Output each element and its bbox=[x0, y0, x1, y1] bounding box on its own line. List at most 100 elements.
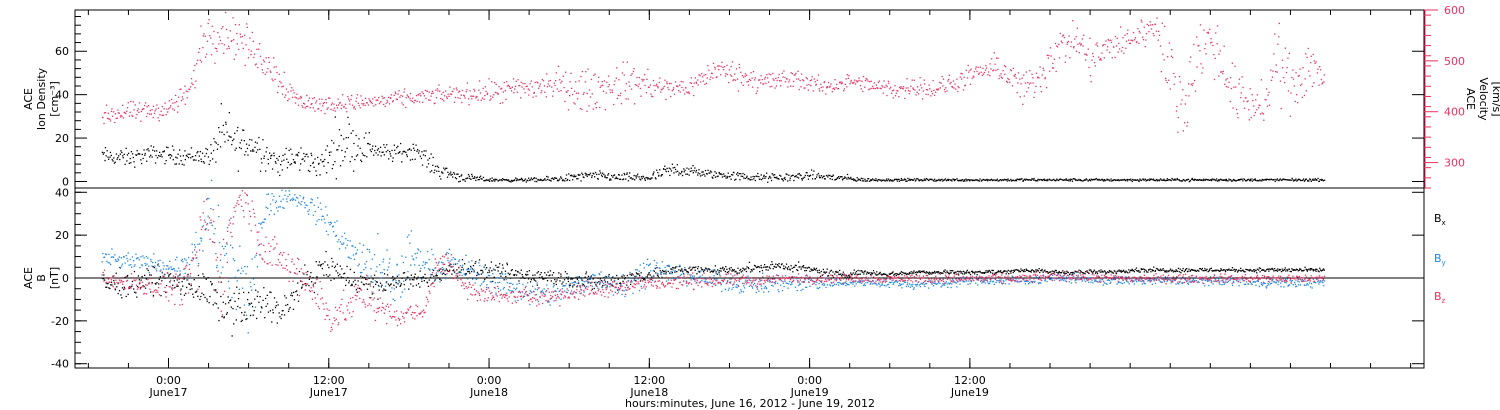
ion-density-point bbox=[864, 178, 866, 180]
bx-point bbox=[840, 273, 842, 275]
ion-density-point bbox=[880, 180, 883, 182]
velocity-point bbox=[1303, 94, 1306, 97]
bx-point bbox=[1112, 272, 1115, 274]
velocity-point bbox=[1125, 47, 1127, 49]
by-point bbox=[250, 286, 252, 288]
bx-point bbox=[358, 287, 360, 289]
bx-point bbox=[472, 265, 475, 267]
bx-point bbox=[1295, 269, 1297, 271]
ion-density-point bbox=[1069, 180, 1071, 182]
velocity-point bbox=[1139, 32, 1141, 34]
velocity-point bbox=[809, 80, 811, 82]
bx-point bbox=[913, 272, 915, 274]
velocity-point bbox=[543, 85, 546, 87]
velocity-point bbox=[991, 58, 993, 60]
bx-point bbox=[1272, 268, 1274, 271]
bx-point bbox=[626, 274, 628, 277]
bx-point bbox=[707, 268, 709, 270]
velocity-point bbox=[883, 80, 885, 82]
velocity-point bbox=[709, 78, 711, 81]
bx-point bbox=[1286, 268, 1288, 271]
velocity-point bbox=[1259, 104, 1261, 107]
by-point bbox=[353, 258, 356, 260]
ion-density-point bbox=[791, 174, 793, 177]
ion-density-point bbox=[838, 176, 840, 178]
by-point bbox=[347, 239, 349, 242]
bx-point bbox=[1273, 270, 1275, 272]
velocity-point bbox=[1165, 77, 1167, 79]
bx-point bbox=[1297, 270, 1300, 272]
velocity-point bbox=[598, 76, 600, 78]
ion-density-point bbox=[155, 154, 157, 157]
ion-density-point bbox=[727, 172, 729, 174]
ion-density-point bbox=[509, 180, 511, 183]
ion-density-point bbox=[837, 177, 839, 179]
ion-density-point bbox=[184, 150, 186, 152]
bx-point bbox=[389, 284, 392, 286]
velocity-point bbox=[1188, 83, 1190, 85]
by-point bbox=[220, 272, 222, 274]
velocity-point bbox=[742, 84, 744, 86]
ion-density-point bbox=[1175, 179, 1177, 181]
velocity-point bbox=[1145, 39, 1147, 41]
velocity-point bbox=[468, 104, 470, 106]
by-point bbox=[382, 258, 385, 260]
bx-point bbox=[407, 276, 409, 278]
ion-density-point bbox=[111, 159, 113, 161]
by-point bbox=[265, 206, 267, 208]
bx-point bbox=[435, 274, 438, 276]
ion-density-point bbox=[762, 177, 764, 179]
ion-density-point bbox=[584, 172, 586, 174]
velocity-point bbox=[511, 86, 513, 88]
velocity-point bbox=[1000, 76, 1003, 78]
ion-density-point bbox=[739, 179, 741, 181]
velocity-point bbox=[925, 88, 928, 91]
velocity-point bbox=[1270, 69, 1272, 71]
bx-point bbox=[859, 273, 861, 275]
velocity-point bbox=[1046, 54, 1048, 56]
bx-point bbox=[581, 279, 583, 281]
velocity-point bbox=[1323, 81, 1325, 83]
velocity-point bbox=[432, 92, 434, 94]
velocity-point bbox=[113, 111, 115, 113]
ion-density-point bbox=[1062, 179, 1065, 181]
bx-point bbox=[949, 270, 951, 272]
bx-point bbox=[687, 270, 689, 273]
ion-density-point bbox=[583, 176, 585, 179]
velocity-point bbox=[885, 84, 887, 86]
velocity-point bbox=[1155, 30, 1158, 32]
bx-point bbox=[323, 274, 325, 276]
bx-point bbox=[802, 265, 805, 267]
bx-point bbox=[1125, 270, 1127, 272]
by-point bbox=[391, 287, 393, 289]
velocity-point bbox=[310, 103, 312, 106]
velocity-point bbox=[1268, 104, 1271, 106]
ion-density-point bbox=[865, 180, 867, 182]
ion-density-point bbox=[1018, 179, 1020, 181]
ion-density-point bbox=[870, 179, 872, 181]
by-point bbox=[214, 227, 216, 230]
ion-density-point bbox=[438, 170, 440, 172]
bx-point bbox=[955, 271, 957, 273]
ion-density-point bbox=[514, 179, 516, 181]
ion-density-point bbox=[1110, 178, 1112, 180]
bx-point bbox=[403, 272, 406, 274]
velocity-point bbox=[567, 90, 569, 92]
velocity-point bbox=[231, 39, 233, 42]
velocity-point bbox=[936, 88, 938, 90]
bx-point bbox=[1176, 270, 1178, 272]
by-point bbox=[331, 226, 334, 228]
by-point bbox=[262, 221, 264, 223]
bx-point bbox=[428, 279, 430, 281]
bx-point bbox=[1255, 270, 1257, 272]
by-point bbox=[150, 258, 152, 261]
ion-density-point bbox=[786, 173, 788, 176]
ion-density-point bbox=[770, 177, 772, 179]
ion-density-point bbox=[162, 151, 164, 153]
velocity-point bbox=[520, 81, 522, 83]
ion-density-point bbox=[551, 177, 553, 180]
ion-density-point bbox=[645, 177, 647, 179]
bx-point bbox=[998, 270, 1000, 272]
bx-point bbox=[426, 282, 429, 284]
bx-point bbox=[378, 289, 380, 291]
